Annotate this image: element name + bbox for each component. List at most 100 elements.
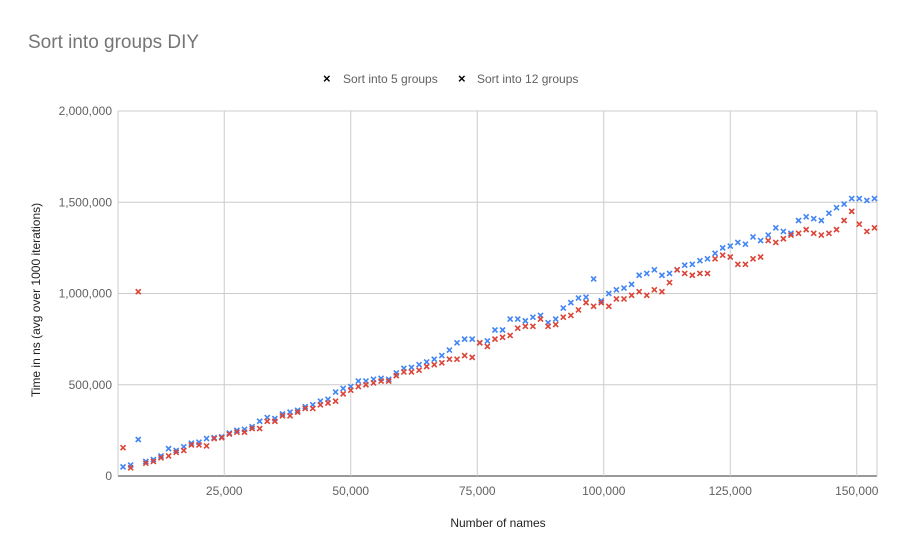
legend-item-series-1[interactable]: × Sort into 5 groups: [323, 71, 438, 86]
data-point: [803, 226, 810, 233]
data-point: [484, 343, 491, 350]
data-point: [727, 253, 734, 261]
data-point: [856, 195, 863, 202]
data-point: [256, 425, 263, 432]
data-point: [431, 361, 438, 368]
legend-marker-series-2: ×: [458, 71, 466, 86]
data-point: [119, 444, 127, 451]
data-point: [772, 224, 779, 231]
data-point: [681, 262, 688, 269]
data-point: [613, 295, 620, 303]
data-point: [416, 367, 423, 374]
x-tick-label: 100,000: [582, 484, 626, 498]
legend-marker-series-1: ×: [323, 71, 331, 86]
data-point: [863, 228, 870, 235]
data-point: [719, 244, 726, 251]
data-point: [871, 224, 878, 231]
data-point: [469, 336, 476, 343]
data-point: [765, 237, 772, 244]
data-point: [150, 458, 157, 465]
data-point: [203, 442, 210, 449]
data-point: [286, 412, 294, 419]
data-point: [598, 299, 605, 306]
data-point: [249, 425, 256, 432]
x-tick-label: 125,000: [709, 484, 753, 498]
data-point: [620, 284, 628, 292]
legend-item-series-2[interactable]: × Sort into 12 groups: [458, 71, 578, 86]
data-point: [863, 197, 870, 204]
data-point: [757, 237, 764, 244]
data-point: [545, 323, 552, 330]
data-point: [841, 201, 848, 208]
x-axis-ticks: 25,000 50,000 75,000 100,000 125,000 150,000: [206, 484, 879, 498]
data-point: [749, 233, 757, 240]
data-point: [590, 303, 597, 310]
data-point: [279, 412, 286, 419]
data-point: [362, 381, 370, 388]
data-point: [355, 378, 362, 385]
data-point: [491, 326, 499, 334]
data-point: [484, 337, 491, 345]
data-point: [256, 418, 263, 425]
y-tick-label: 1,000,000: [59, 287, 113, 301]
data-point: [696, 270, 703, 277]
y-axis-title: Time in ns (avg over 1000 iterations): [29, 203, 43, 397]
data-point: [628, 281, 635, 288]
data-point: [772, 239, 779, 246]
y-tick-label: 0: [105, 469, 112, 483]
data-point: [347, 387, 354, 394]
data-point: [233, 427, 240, 434]
y-tick-label: 2,000,000: [59, 104, 113, 118]
data-point: [142, 460, 149, 467]
data-point: [507, 332, 514, 339]
data-point: [628, 292, 635, 299]
data-point: [211, 435, 218, 442]
data-point: [317, 401, 324, 408]
data-point: [294, 407, 301, 414]
data-point: [127, 464, 134, 471]
data-point: [780, 235, 787, 242]
data-point: [279, 410, 286, 418]
data-point: [552, 315, 559, 323]
data-point: [385, 378, 392, 385]
data-point: [408, 368, 415, 376]
data-point: [400, 368, 407, 376]
data-point: [658, 272, 666, 279]
data-point: [249, 423, 256, 430]
data-point: [370, 379, 377, 386]
data-point: [271, 418, 278, 425]
data-point: [226, 430, 233, 438]
data-point: [719, 252, 726, 259]
legend: × Sort into 5 groups × Sort into 12 grou…: [323, 71, 578, 86]
data-point: [620, 295, 628, 303]
chart-title: Sort into groups DIY: [28, 32, 199, 53]
data-point: [810, 230, 817, 237]
data-point: [825, 230, 832, 237]
x-tick-label: 25,000: [206, 484, 243, 498]
data-point: [453, 339, 461, 346]
series-1-points: [119, 195, 878, 470]
data-point: [605, 290, 612, 297]
y-axis-ticks: 0 500,000 1,000,000 1,500,000 2,000,000: [59, 104, 113, 483]
data-point: [795, 230, 802, 237]
x-tick-label: 150,000: [835, 484, 879, 498]
data-point: [734, 261, 741, 268]
data-point: [514, 325, 521, 332]
data-point: [560, 314, 567, 321]
data-point: [203, 435, 210, 442]
data-points: [119, 195, 878, 471]
data-point: [393, 372, 400, 379]
data-point: [810, 215, 817, 222]
data-point: [871, 195, 878, 202]
data-point: [309, 405, 316, 412]
data-point: [742, 241, 749, 248]
data-point: [408, 364, 415, 371]
data-point: [385, 376, 392, 383]
data-point: [666, 279, 673, 286]
data-point: [780, 228, 787, 235]
data-point: [499, 326, 506, 334]
data-point: [340, 385, 347, 392]
data-point: [119, 463, 127, 470]
data-point: [757, 253, 764, 261]
data-point: [848, 195, 855, 202]
